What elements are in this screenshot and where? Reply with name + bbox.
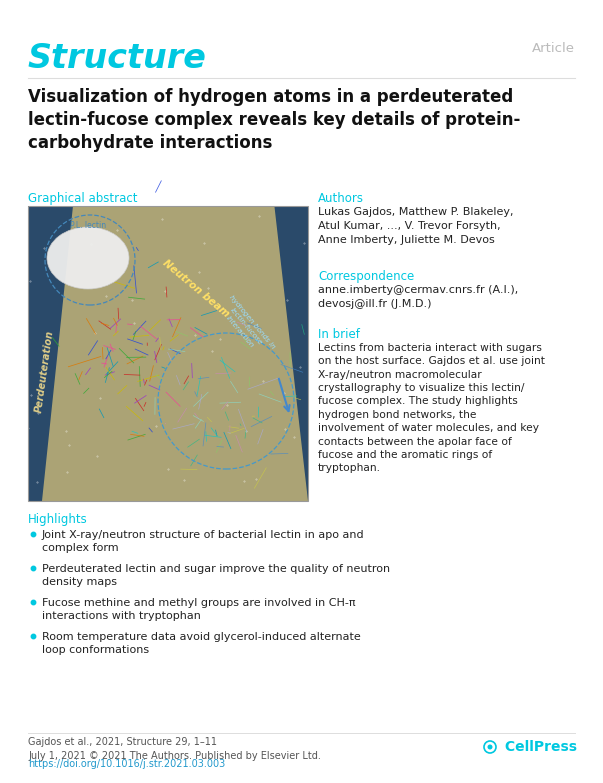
Text: https://doi.org/10.1016/j.str.2021.03.003: https://doi.org/10.1016/j.str.2021.03.00… — [28, 759, 226, 769]
Text: In brief: In brief — [318, 328, 360, 341]
Text: Authors: Authors — [318, 192, 364, 205]
Text: Perdeuteration: Perdeuteration — [34, 329, 55, 413]
Text: Lukas Gajdos, Matthew P. Blakeley,
Atul Kumar, ..., V. Trevor Forsyth,
Anne Imbe: Lukas Gajdos, Matthew P. Blakeley, Atul … — [318, 207, 514, 245]
Text: Room temperature data avoid glycerol-induced alternate
loop conformations: Room temperature data avoid glycerol-ind… — [42, 632, 361, 655]
Text: Article: Article — [532, 42, 575, 55]
Text: Visualization of hydrogen atoms in a perdeuterated
lectin-fucose complex reveals: Visualization of hydrogen atoms in a per… — [28, 88, 520, 152]
Text: anne.imberty@cermav.cnrs.fr (A.I.),
devosj@ill.fr (J.M.D.): anne.imberty@cermav.cnrs.fr (A.I.), devo… — [318, 285, 518, 309]
Text: CellPress: CellPress — [500, 740, 577, 754]
FancyBboxPatch shape — [28, 206, 308, 501]
Circle shape — [487, 745, 493, 749]
Text: Neutron beam: Neutron beam — [161, 258, 231, 319]
Text: P.L. lectin: P.L. lectin — [70, 221, 106, 230]
Text: Lectins from bacteria interact with sugars
on the host surface. Gajdos et al. us: Lectins from bacteria interact with suga… — [318, 343, 545, 473]
Text: Joint X-ray/neutron structure of bacterial lectin in apo and
complex form: Joint X-ray/neutron structure of bacteri… — [42, 530, 365, 554]
Text: Graphical abstract: Graphical abstract — [28, 192, 137, 205]
Polygon shape — [42, 206, 308, 501]
Ellipse shape — [47, 227, 129, 289]
Text: Fucose methine and methyl groups are involved in CH-π
interactions with tryptoph: Fucose methine and methyl groups are inv… — [42, 598, 356, 621]
Text: Gajdos et al., 2021, Structure 29, 1–11
July 1, 2021 © 2021 The Authors. Publish: Gajdos et al., 2021, Structure 29, 1–11 … — [28, 737, 321, 761]
Text: Correspondence: Correspondence — [318, 270, 414, 283]
Text: Perdeuterated lectin and sugar improve the quality of neutron
density maps: Perdeuterated lectin and sugar improve t… — [42, 564, 390, 587]
Text: hydrogen bonds in
lectin-fucose
interaction: hydrogen bonds in lectin-fucose interact… — [216, 294, 276, 359]
Text: Structure: Structure — [28, 42, 207, 75]
Text: Highlights: Highlights — [28, 513, 88, 526]
